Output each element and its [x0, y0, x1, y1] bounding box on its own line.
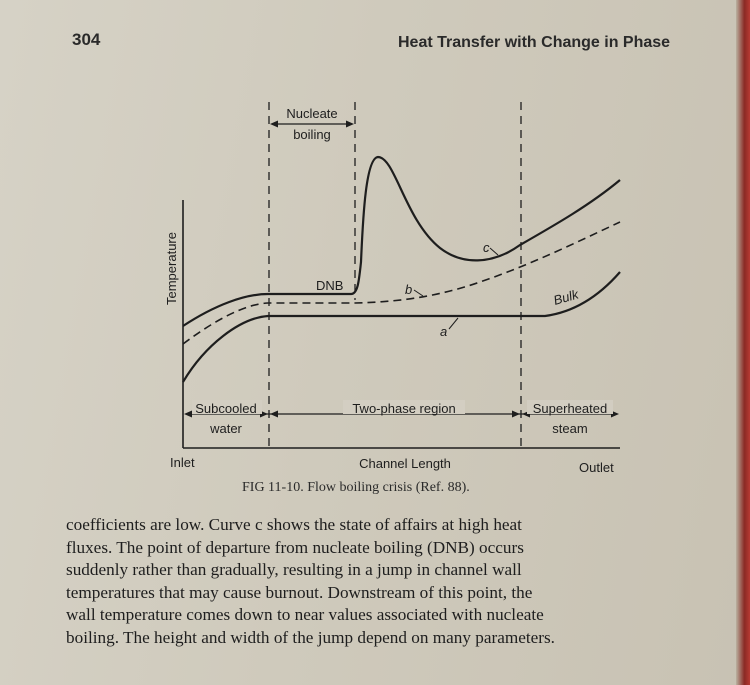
nucleate-label-line1: Nucleate [286, 106, 337, 121]
subcooled-label-line2: water [209, 421, 242, 436]
curve-b-dashed [182, 221, 621, 345]
outlet-label: Outlet [579, 460, 614, 475]
body-line-3: suddenly rather than gradually, resultin… [66, 560, 522, 580]
inlet-label: Inlet [170, 455, 195, 470]
body-paragraph: coefficients are low. Curve c shows the … [66, 514, 716, 650]
x-axis-label: Channel Length [359, 456, 451, 471]
flow-boiling-figure: Nucleate boiling DNB b c a Bulk Temperat… [164, 102, 621, 475]
y-axis-label: Temperature [164, 232, 179, 305]
curve-a-label: a [440, 324, 447, 339]
curve-c-wall-temperature [182, 155, 621, 327]
running-title: Heat Transfer with Change in Phase [398, 34, 671, 51]
curve-c-label: c [483, 240, 490, 255]
bulk-label: Bulk [552, 286, 582, 308]
figure-caption: FIG 11-10. Flow boiling crisis (Ref. 88)… [242, 480, 470, 495]
nucleate-label-line2: boiling [293, 127, 331, 142]
two-phase-label: Two-phase region [352, 401, 455, 416]
superheated-label-line2: steam [552, 421, 587, 436]
body-line-4: temperatures that may cause burnout. Dow… [66, 582, 533, 602]
superheated-label-line1: Superheated [533, 401, 607, 416]
body-line-6: boiling. The height and width of the jum… [66, 627, 555, 647]
subcooled-label-line1: Subcooled [195, 401, 256, 416]
dnb-label: DNB [316, 278, 343, 293]
page-number: 304 [72, 30, 101, 49]
body-line-5: wall temperature comes down to near valu… [66, 605, 544, 625]
curve-b-label: b [405, 282, 412, 297]
body-line-1: coefficients are low. Curve c shows the … [66, 515, 522, 534]
body-line-2: fluxes. The point of departure from nucl… [66, 537, 524, 557]
curve-a-bulk [182, 271, 621, 383]
book-edge [736, 0, 750, 685]
